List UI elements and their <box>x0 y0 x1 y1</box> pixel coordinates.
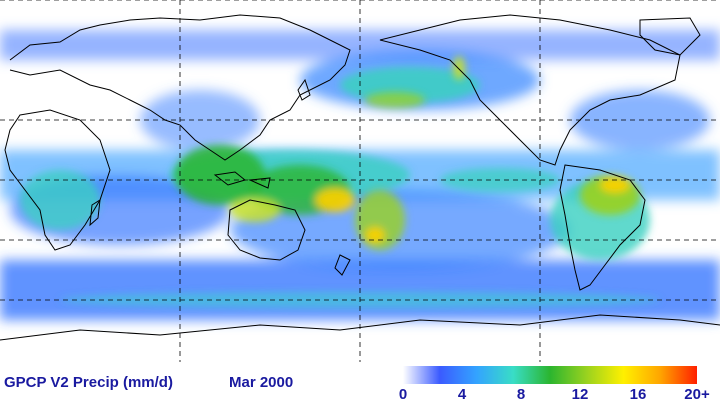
grid-lines <box>0 0 720 362</box>
colorbar-gradient <box>403 366 697 384</box>
japan-coast <box>297 78 311 101</box>
antarctica-coast <box>0 314 720 341</box>
eurasia-coast <box>9 14 351 161</box>
map-title: GPCP V2 Precip (mm/d) <box>4 374 173 391</box>
colorbar-tick-4: 4 <box>457 386 467 403</box>
africa-coast <box>4 109 111 251</box>
australia-coast <box>227 199 306 261</box>
new-zealand-coast <box>334 254 351 276</box>
colorbar-tick-20: 20+ <box>684 386 710 403</box>
footer: GPCP V2 Precip (mm/d) Mar 2000 <box>0 362 720 408</box>
precipitation-map <box>0 0 720 362</box>
madagascar-coast <box>89 199 101 227</box>
south-america-coast <box>559 164 646 291</box>
colorbar-tick-12: 12 <box>571 386 589 403</box>
coastlines <box>0 14 720 341</box>
colorbar-tick-16: 16 <box>629 386 647 403</box>
map-date: Mar 2000 <box>229 374 294 391</box>
colorbar-tick-0: 0 <box>398 386 408 403</box>
colorbar <box>403 366 697 384</box>
greenland-coast <box>639 17 701 56</box>
north-america-coast <box>379 14 681 166</box>
colorbar-tick-8: 8 <box>516 386 526 403</box>
